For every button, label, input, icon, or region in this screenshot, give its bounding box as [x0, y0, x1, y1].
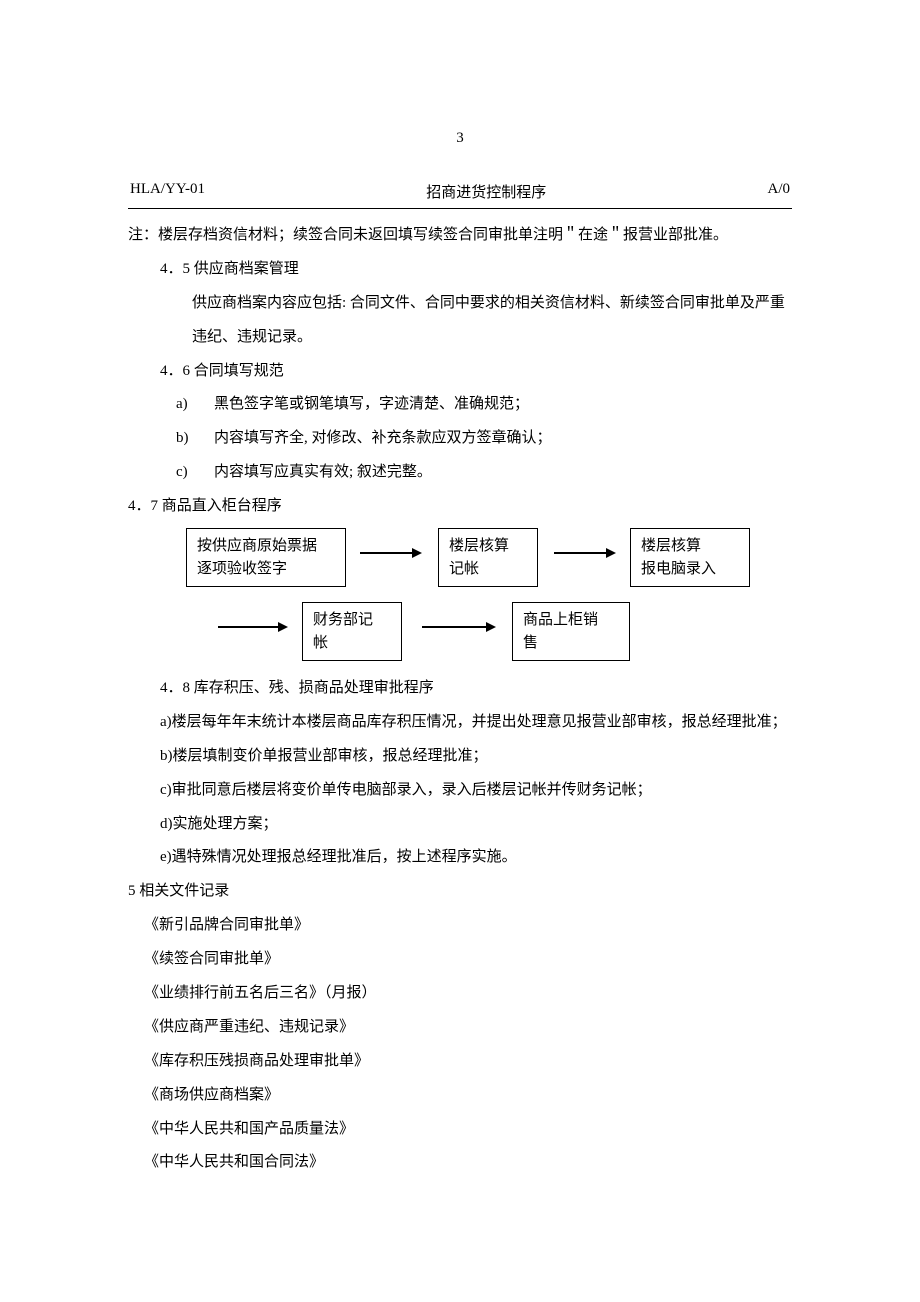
arrow-icon [360, 548, 422, 558]
flow-text: 逐项验收签字 [197, 558, 335, 581]
flowchart: 按供应商原始票据 逐项验收签字 楼层核算 记帐 楼层核算 报电脑录入 财务部记 … [160, 528, 792, 668]
section-4-8-item: a)楼层每年年末统计本楼层商品库存积压情况，并提出处理意见报营业部审核，报总经理… [128, 706, 792, 740]
flow-text: 楼层核算 [641, 535, 739, 558]
flow-text: 按供应商原始票据 [197, 535, 335, 558]
flow-box-on-shelf: 商品上柜销 售 [512, 602, 630, 661]
section-4-8-item: b)楼层填制变价单报营业部审核，报总经理批准； [128, 740, 792, 774]
section-4-5-heading: 4．5 供应商档案管理 [128, 253, 792, 287]
section-4-7-heading: 4．7 商品直入柜台程序 [128, 490, 792, 524]
flow-text: 商品上柜销 [523, 609, 619, 632]
doc-ref: 《中华人民共和国合同法》 [144, 1146, 792, 1180]
list-item: a) 黑色签字笔或钢笔填写，字迹清楚、准确规范； [176, 388, 792, 422]
page-number: 3 [128, 130, 792, 147]
doc-ref: 《库存积压残损商品处理审批单》 [144, 1045, 792, 1079]
flow-box-floor-account: 楼层核算 记帐 [438, 528, 538, 587]
doc-title: 招商进货控制程序 [205, 181, 768, 202]
arrow-icon [218, 622, 288, 632]
section-4-6-list: a) 黑色签字笔或钢笔填写，字迹清楚、准确规范； b) 内容填写齐全, 对修改、… [128, 388, 792, 490]
doc-header: HLA/YY-01 招商进货控制程序 A/0 [128, 181, 792, 209]
flow-box-computer-entry: 楼层核算 报电脑录入 [630, 528, 750, 587]
document-page: 3 HLA/YY-01 招商进货控制程序 A/0 注：楼层存档资信材料；续签合同… [0, 0, 920, 1280]
flow-text: 楼层核算 [449, 535, 527, 558]
section-4-8-item: e)遇特殊情况处理报总经理批准后，按上述程序实施。 [128, 841, 792, 875]
doc-version: A/0 [768, 181, 791, 202]
arrow-icon [554, 548, 616, 558]
doc-ref: 《续签合同审批单》 [144, 943, 792, 977]
list-text: 内容填写应真实有效; 叙述完整。 [214, 456, 432, 490]
flow-box-receipt: 按供应商原始票据 逐项验收签字 [186, 528, 346, 587]
doc-body: 注：楼层存档资信材料；续签合同未返回填写续签合同审批单注明＂在途＂报营业部批准。… [128, 209, 792, 1180]
flow-text: 帐 [313, 632, 391, 655]
section-4-6-heading: 4．6 合同填写规范 [128, 355, 792, 389]
doc-ref: 《供应商严重违纪、违规记录》 [144, 1011, 792, 1045]
section-4-8-heading: 4．8 库存积压、残、损商品处理审批程序 [128, 672, 792, 706]
list-label: c) [176, 456, 214, 490]
list-item: c) 内容填写应真实有效; 叙述完整。 [176, 456, 792, 490]
list-text: 黑色签字笔或钢笔填写，字迹清楚、准确规范； [214, 388, 529, 422]
section-4-5-text: 供应商档案内容应包括: 合同文件、合同中要求的相关资信材料、新续签合同审批单及严… [192, 295, 785, 345]
list-label: a) [176, 388, 214, 422]
section-5-heading: 5 相关文件记录 [128, 875, 792, 909]
flow-text: 财务部记 [313, 609, 391, 632]
list-item: b) 内容填写齐全, 对修改、补充条款应双方签章确认； [176, 422, 792, 456]
doc-code: HLA/YY-01 [130, 181, 205, 202]
arrow-icon [422, 622, 496, 632]
doc-ref: 《业绩排行前五名后三名》（月报） [144, 977, 792, 1011]
list-text: 内容填写齐全, 对修改、补充条款应双方签章确认； [214, 422, 552, 456]
flow-text: 报电脑录入 [641, 558, 739, 581]
note-text: 注：楼层存档资信材料；续签合同未返回填写续签合同审批单注明＂在途＂报营业部批准。 [128, 219, 792, 253]
flow-text: 记帐 [449, 558, 527, 581]
list-label: b) [176, 422, 214, 456]
flow-box-finance: 财务部记 帐 [302, 602, 402, 661]
doc-ref: 《新引品牌合同审批单》 [144, 909, 792, 943]
doc-ref: 《中华人民共和国产品质量法》 [144, 1113, 792, 1147]
doc-ref: 《商场供应商档案》 [144, 1079, 792, 1113]
section-4-8-item: c)审批同意后楼层将变价单传电脑部录入，录入后楼层记帐并传财务记帐； [128, 774, 792, 808]
flow-text: 售 [523, 632, 619, 655]
related-docs: 《新引品牌合同审批单》 《续签合同审批单》 《业绩排行前五名后三名》（月报） 《… [128, 909, 792, 1180]
section-4-8-item: d)实施处理方案； [128, 808, 792, 842]
section-4-5-para: 供应商档案内容应包括: 合同文件、合同中要求的相关资信材料、新续签合同审批单及严… [128, 287, 792, 355]
